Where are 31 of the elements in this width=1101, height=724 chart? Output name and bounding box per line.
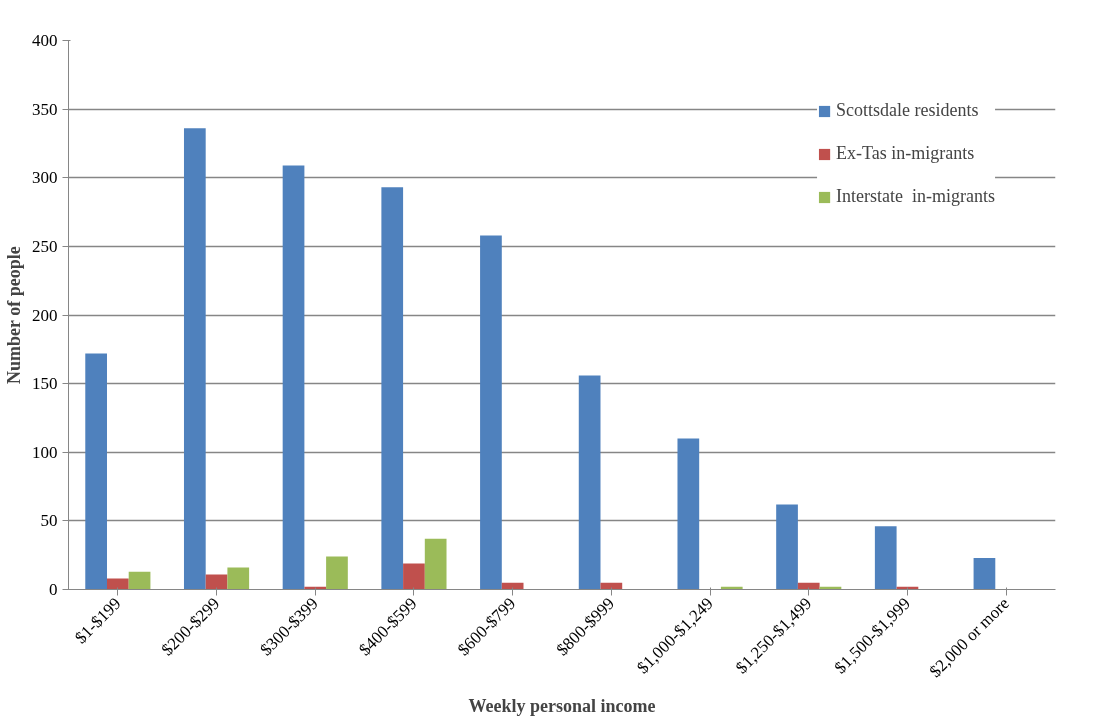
bar <box>183 128 206 590</box>
y-tick-label: 0 <box>49 580 58 599</box>
y-tick-label: 150 <box>32 374 58 394</box>
y-tick-label: 300 <box>32 168 58 188</box>
bar <box>677 438 700 590</box>
bar <box>480 235 502 590</box>
bar <box>85 353 107 590</box>
bar <box>403 563 425 590</box>
bar <box>381 187 404 590</box>
legend-label: Scottsdale residents <box>836 100 979 121</box>
y-axis-title: Number of people <box>4 246 24 384</box>
y-tick-label: 250 <box>32 236 58 256</box>
bar <box>205 574 228 590</box>
bar <box>776 504 798 590</box>
y-tick-label: 350 <box>32 99 58 119</box>
y-tick-label: 100 <box>32 442 58 462</box>
bar <box>326 556 348 590</box>
bar <box>578 375 601 590</box>
bar <box>106 578 129 590</box>
bar <box>128 571 151 590</box>
legend-label: Ex-Tas in-migrants <box>836 143 975 164</box>
y-tick-label: 400 <box>32 31 58 50</box>
bar <box>227 567 250 590</box>
bar <box>282 165 305 590</box>
legend-label: Interstate in-migrants <box>836 186 995 207</box>
bar <box>874 526 897 590</box>
y-tick-label: 200 <box>32 305 58 325</box>
x-axis-title: Weekly personal income <box>468 695 656 716</box>
y-tick-label: 50 <box>40 511 58 531</box>
bar <box>973 557 996 590</box>
bar <box>424 538 447 590</box>
